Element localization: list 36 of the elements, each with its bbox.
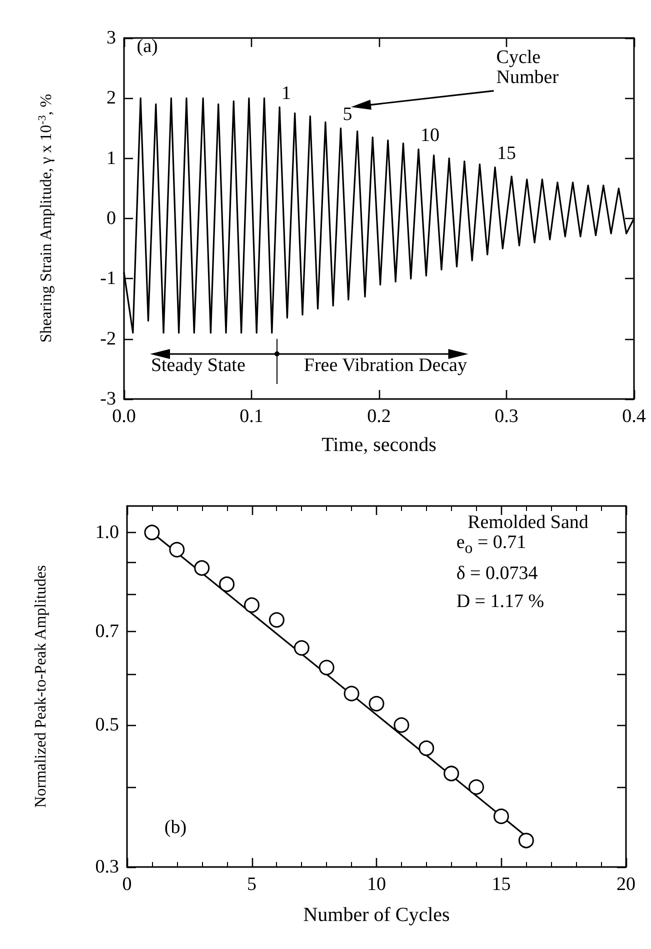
y-axis-title: Shearing Strain Amplitude, γ x 10-3, % bbox=[36, 94, 55, 343]
y-tick-label: 0.7 bbox=[95, 621, 119, 642]
y-tick-label: -1 bbox=[100, 268, 116, 290]
x-tick-label: 5 bbox=[247, 874, 256, 895]
y-tick-label: 0.5 bbox=[95, 714, 119, 736]
annotation: 10 bbox=[420, 125, 440, 146]
annotation: D = 1.17 % bbox=[456, 590, 544, 612]
annotation: δ = 0.0734 bbox=[456, 563, 538, 584]
annotation: 1 bbox=[282, 83, 292, 104]
x-tick-label: 15 bbox=[492, 874, 511, 895]
y-axis-title: Normalized Peak-to-Peak Amplitudes bbox=[32, 565, 50, 808]
x-tick-label: 0 bbox=[122, 874, 132, 895]
x-tick-label: 0.2 bbox=[367, 406, 391, 427]
y-tick-label: 2 bbox=[106, 88, 116, 109]
y-tick-label: 0.3 bbox=[95, 856, 119, 878]
annotation: (b) bbox=[164, 817, 187, 838]
x-axis-title: Time, seconds bbox=[322, 434, 437, 456]
x-tick-label: 20 bbox=[616, 874, 636, 895]
annotation: Remolded Sand bbox=[468, 512, 588, 533]
x-tick-label: 0.3 bbox=[494, 406, 518, 427]
annotation: 15 bbox=[497, 143, 516, 164]
annotation: Steady State bbox=[150, 354, 246, 376]
y-tick-label: 1 bbox=[106, 148, 116, 169]
x-tick-label: 0.1 bbox=[240, 406, 264, 427]
annotation: e$_{o}$ = 0.71 bbox=[456, 532, 526, 558]
y-tick-label: -2 bbox=[100, 328, 116, 350]
x-tick-label: 0.4 bbox=[622, 406, 646, 427]
y-tick-label: 0 bbox=[106, 208, 116, 229]
annotation: Cycle Number bbox=[496, 47, 560, 88]
y-tick-label: 3 bbox=[106, 28, 116, 48]
annotation: (a) bbox=[136, 36, 158, 58]
annotation: Free Vibration Decay bbox=[304, 354, 467, 376]
y-tick-label: 1.0 bbox=[95, 522, 119, 543]
x-axis-title: Number of Cycles bbox=[303, 904, 450, 926]
annotation: 5 bbox=[342, 104, 352, 126]
x-tick-label: 10 bbox=[367, 874, 386, 895]
